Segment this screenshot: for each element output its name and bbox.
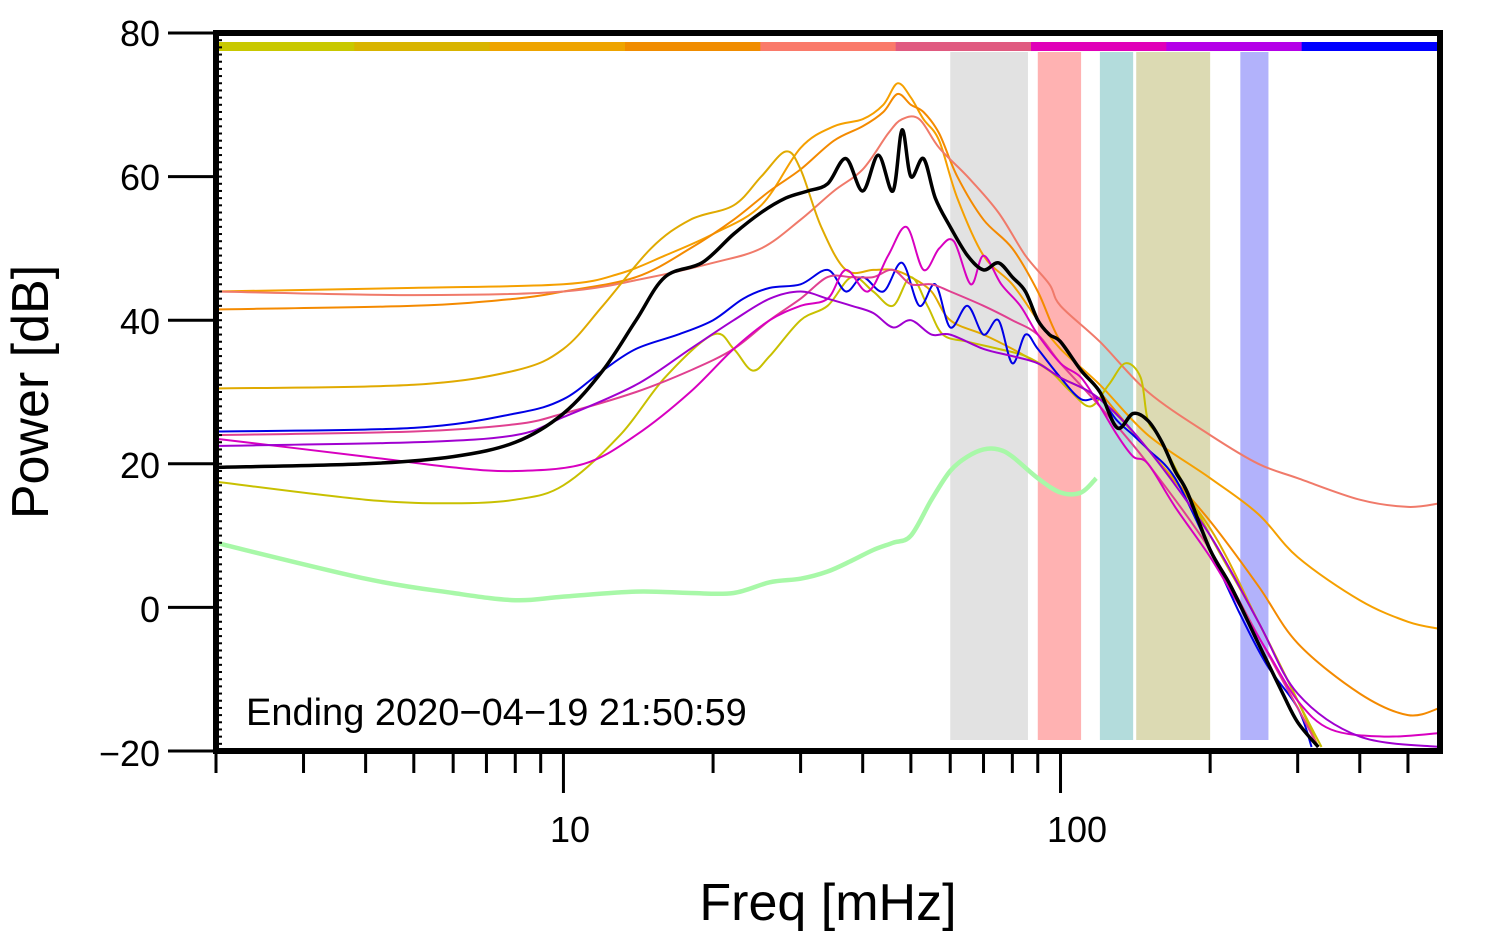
x-ticks [214,751,1410,793]
y-tick-label-40: 40 [120,301,160,342]
plot-frame [213,30,1443,754]
y-tick-label-80: 80 [120,13,160,54]
color-bar-segment-2 [489,42,626,51]
series-line-8 [215,290,1441,748]
series-lines [215,82,1441,749]
color-bar-segment-6 [1031,42,1167,51]
color-bar-segment-7 [1166,42,1303,51]
color-bar-segment-3 [625,42,761,51]
series-line-10 [215,446,1098,603]
y-tick-label-minus20: −20 [99,733,160,774]
shaded-band-3 [1136,52,1211,740]
color-bar-segment-8 [1301,42,1438,51]
series-line-2 [215,115,1441,508]
x-axis-title: Freq [mHz] [699,874,956,932]
series-line-1 [215,92,1441,717]
y-tick-label-60: 60 [120,157,160,198]
color-bar-segment-5 [895,42,1032,51]
y-tick-label-0: 0 [140,589,160,630]
y-tick-label-20: 20 [120,445,160,486]
x-tick-label-10: 10 [550,809,590,850]
series-line-7 [215,225,1441,738]
shaded-band-2 [1099,52,1134,740]
series-line-0 [215,82,1441,630]
y-axis-title: Power [dB] [2,265,60,519]
ending-timestamp-annotation: Ending 2020−04−19 21:50:59 [246,692,747,734]
series-line-9 [215,128,1320,749]
color-bar-segment-1 [354,42,491,51]
top-color-bar [219,42,1438,51]
y-ticks [168,31,216,753]
x-tick-label-100: 100 [1047,809,1107,850]
color-bar-segment-4 [760,42,897,51]
color-bar-segment-0 [219,42,355,51]
shaded-band-0 [950,52,1028,740]
